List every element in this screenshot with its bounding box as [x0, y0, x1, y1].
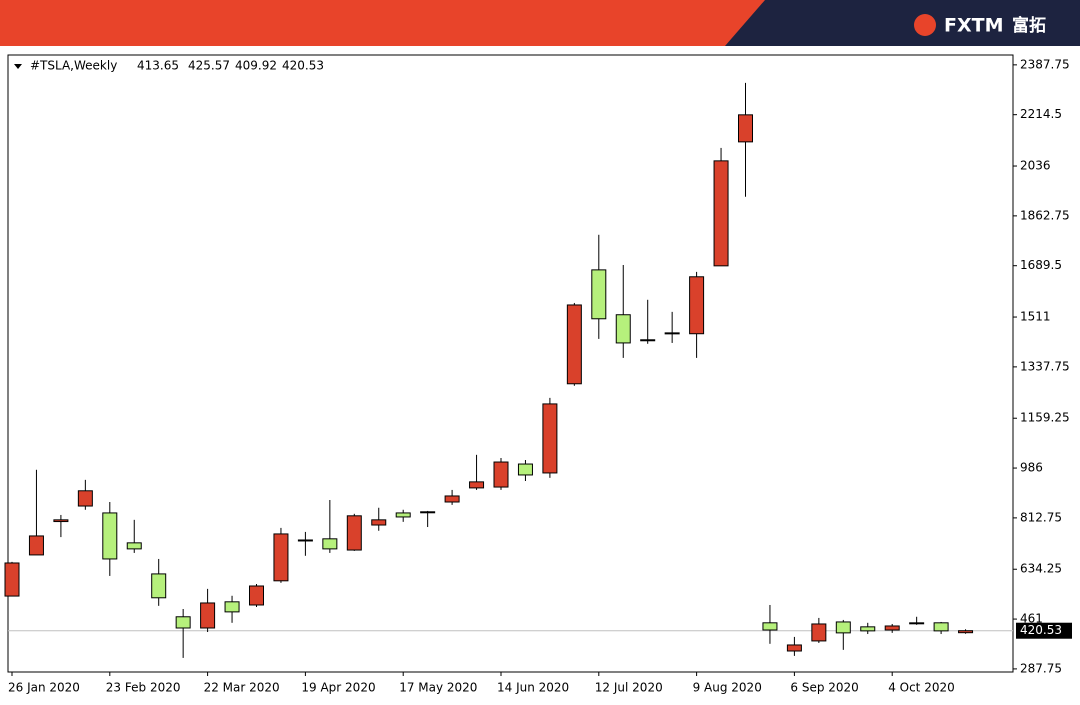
candle-body — [53, 519, 69, 523]
ohlc-close: 420.53 — [282, 59, 324, 73]
candle-body — [738, 114, 753, 143]
candle-body — [297, 539, 313, 542]
candle-body — [420, 511, 436, 514]
ohlc-low: 409.92 — [235, 59, 277, 73]
candle-body — [77, 490, 93, 507]
candle-body — [640, 339, 656, 342]
price-tag-label: 420.53 — [1020, 623, 1062, 637]
brand-name: FXTM — [944, 15, 1004, 37]
candle-body — [4, 562, 20, 597]
candle-body — [493, 461, 509, 488]
y-tick-label: 986 — [1020, 461, 1043, 475]
x-tick-label: 6 Sep 2020 — [790, 681, 858, 695]
x-tick-label: 26 Jan 2020 — [8, 681, 80, 695]
x-tick-label: 4 Oct 2020 — [888, 681, 955, 695]
chart-title: #TSLA,Weekly — [30, 59, 117, 73]
candle-body — [126, 542, 142, 550]
candle-body — [224, 601, 240, 613]
candle-body — [909, 622, 925, 625]
candle-body — [444, 495, 460, 503]
y-tick-label: 1511 — [1020, 310, 1051, 324]
x-tick-label: 12 Jul 2020 — [595, 681, 663, 695]
candle-body — [860, 626, 876, 632]
candle-body — [958, 630, 974, 634]
candle-body — [102, 512, 118, 560]
brand-name-cn: 富拓 — [1012, 15, 1046, 36]
candle-body — [933, 622, 949, 632]
candle-body — [175, 616, 191, 629]
candle-body — [762, 622, 778, 631]
y-tick-label: 287.75 — [1020, 661, 1062, 675]
candle-body — [615, 314, 631, 344]
x-tick-label: 9 Aug 2020 — [693, 681, 762, 695]
candle-body — [811, 623, 827, 642]
x-tick-label: 23 Feb 2020 — [106, 681, 181, 695]
menu-arrow — [14, 64, 22, 69]
candle-body — [591, 269, 607, 320]
brand-logo — [914, 14, 936, 36]
x-tick-label: 14 Jun 2020 — [497, 681, 569, 695]
candle-body — [249, 585, 264, 606]
candle-body — [371, 519, 387, 526]
y-tick-label: 2387.75 — [1020, 57, 1070, 71]
y-tick-label: 1862.75 — [1020, 208, 1070, 222]
ohlc-high: 425.57 — [188, 59, 230, 73]
brand-panel — [725, 0, 1080, 46]
candle-body — [469, 481, 485, 489]
candle-body — [713, 160, 729, 267]
candle-body — [566, 304, 582, 385]
price-tag — [1016, 622, 1072, 639]
ohlc-open: 413.65 — [137, 59, 179, 73]
candle-body — [542, 403, 558, 474]
y-tick-label: 1159.25 — [1020, 411, 1070, 425]
candle-body — [273, 533, 289, 582]
y-tick-label: 2214.5 — [1020, 107, 1062, 121]
candle-body — [786, 644, 802, 652]
x-tick-label: 17 May 2020 — [399, 681, 477, 695]
y-tick-label: 461 — [1020, 612, 1043, 626]
plot-frame — [7, 54, 1014, 673]
candle-body — [200, 602, 216, 629]
candle-body — [835, 621, 851, 634]
candle-body — [151, 573, 167, 599]
candle-body — [28, 535, 44, 556]
candle-body — [346, 515, 362, 551]
candle-body — [884, 625, 900, 631]
y-tick-label: 1689.5 — [1020, 258, 1062, 272]
x-tick-label: 22 Mar 2020 — [204, 681, 280, 695]
candle-body — [517, 463, 533, 476]
x-tick-label: 19 Apr 2020 — [301, 681, 375, 695]
candle-body — [395, 512, 411, 518]
candle-body — [322, 538, 338, 550]
y-tick-label: 812.75 — [1020, 510, 1062, 524]
y-tick-label: 634.25 — [1020, 562, 1062, 576]
y-tick-label: 2036 — [1020, 159, 1051, 173]
candle-body — [689, 276, 705, 335]
candle-body — [664, 332, 680, 335]
y-tick-label: 1337.75 — [1020, 359, 1070, 373]
